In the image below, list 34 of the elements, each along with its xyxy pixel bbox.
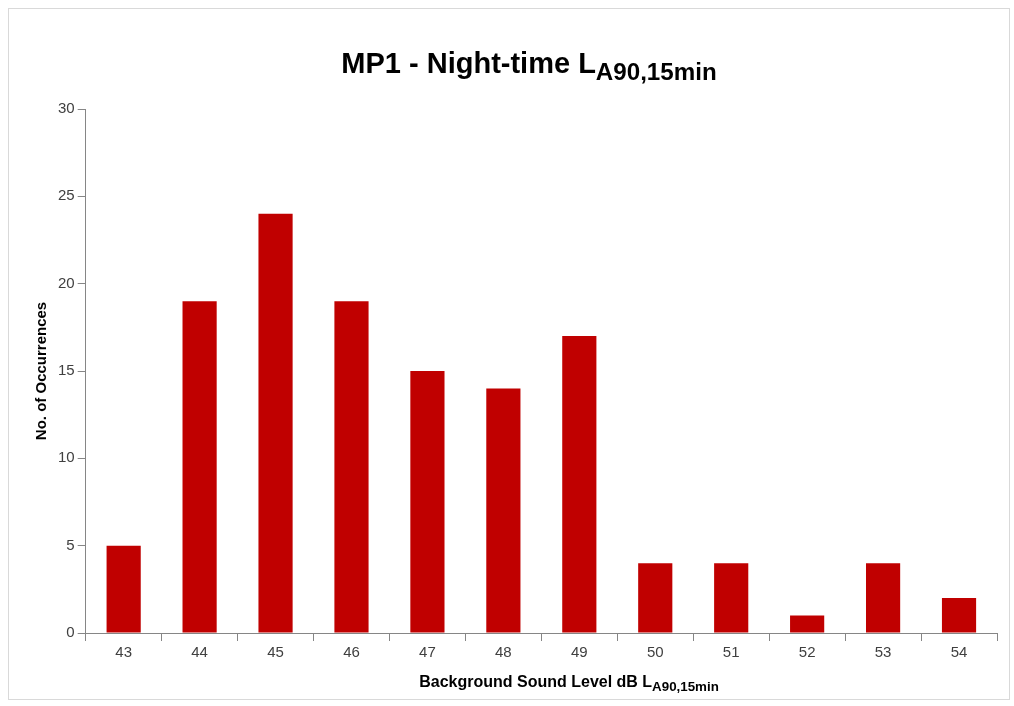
y-tick-label: 0 xyxy=(66,623,75,641)
y-tick-label: 25 xyxy=(58,186,75,204)
x-tick-label: 47 xyxy=(419,643,436,661)
bar xyxy=(410,371,445,633)
bar xyxy=(182,301,217,633)
bar xyxy=(106,545,141,633)
bar xyxy=(562,336,597,633)
x-tick-label: 52 xyxy=(798,643,816,661)
x-axis-title: Background Sound Level dB L$_{A90,15min}$ xyxy=(418,673,720,695)
bar xyxy=(941,598,977,633)
y-tick-label: 10 xyxy=(58,448,75,466)
y-tick-label: 30 xyxy=(58,99,75,117)
x-tick-label: 51 xyxy=(722,643,740,661)
y-tick-label: 15 xyxy=(58,361,75,379)
bar xyxy=(866,563,901,633)
bar xyxy=(258,213,293,633)
x-tick-label: 46 xyxy=(343,643,360,661)
x-tick-label: 43 xyxy=(115,643,132,661)
chart-title: MP1 - Night-time L$_{A90,15min}$ xyxy=(340,47,718,86)
x-tick-label: 49 xyxy=(570,643,588,661)
x-tick-label: 45 xyxy=(267,643,284,661)
x-tick-label: 54 xyxy=(950,643,968,661)
bar xyxy=(714,563,749,633)
y-axis-title: No. of Occurrences xyxy=(32,301,50,441)
bar xyxy=(638,563,673,633)
x-tick-label: 48 xyxy=(495,643,512,661)
x-tick-label: 44 xyxy=(191,643,208,661)
bar xyxy=(486,388,521,633)
bar xyxy=(790,615,825,633)
y-tick-label: 5 xyxy=(66,535,75,553)
x-tick-label: 50 xyxy=(646,643,664,661)
y-tick-label: 20 xyxy=(58,273,75,291)
x-tick-label: 53 xyxy=(874,643,892,661)
bar xyxy=(334,301,369,633)
